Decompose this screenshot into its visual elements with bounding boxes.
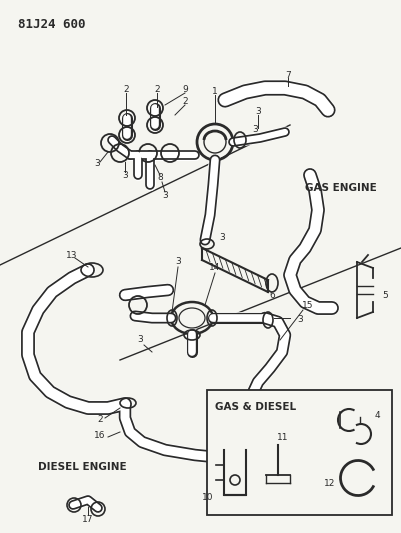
Text: 81J24 600: 81J24 600 — [18, 18, 85, 31]
Text: 17: 17 — [82, 515, 94, 524]
Text: 9: 9 — [182, 85, 188, 94]
Text: 3: 3 — [162, 190, 168, 199]
Text: 10: 10 — [202, 494, 214, 503]
Text: 8: 8 — [157, 174, 163, 182]
Text: 16: 16 — [94, 431, 106, 440]
Text: 15: 15 — [302, 301, 314, 310]
Text: 11: 11 — [277, 432, 289, 441]
Text: 3: 3 — [137, 335, 143, 344]
Text: 4: 4 — [374, 410, 380, 419]
Text: 12: 12 — [324, 479, 336, 488]
Text: GAS & DIESEL: GAS & DIESEL — [215, 402, 296, 412]
Text: 3: 3 — [297, 316, 303, 325]
Text: 1: 1 — [212, 87, 218, 96]
Text: 3: 3 — [175, 257, 181, 266]
Text: 3: 3 — [94, 158, 100, 167]
Text: 3: 3 — [252, 125, 258, 134]
Text: 7: 7 — [285, 70, 291, 79]
Text: 3: 3 — [219, 233, 225, 243]
Text: GAS ENGINE: GAS ENGINE — [305, 183, 377, 193]
Text: 2: 2 — [182, 98, 188, 107]
Text: DIESEL ENGINE: DIESEL ENGINE — [38, 462, 127, 472]
Text: 3: 3 — [255, 108, 261, 117]
Text: 6: 6 — [269, 292, 275, 301]
Text: 3: 3 — [122, 171, 128, 180]
Text: 2: 2 — [97, 416, 103, 424]
Text: 5: 5 — [382, 290, 388, 300]
Bar — [207, 390, 392, 515]
Text: 2: 2 — [123, 85, 129, 94]
Text: 14: 14 — [209, 263, 221, 272]
Text: 13: 13 — [66, 251, 78, 260]
Text: 2: 2 — [154, 85, 160, 94]
